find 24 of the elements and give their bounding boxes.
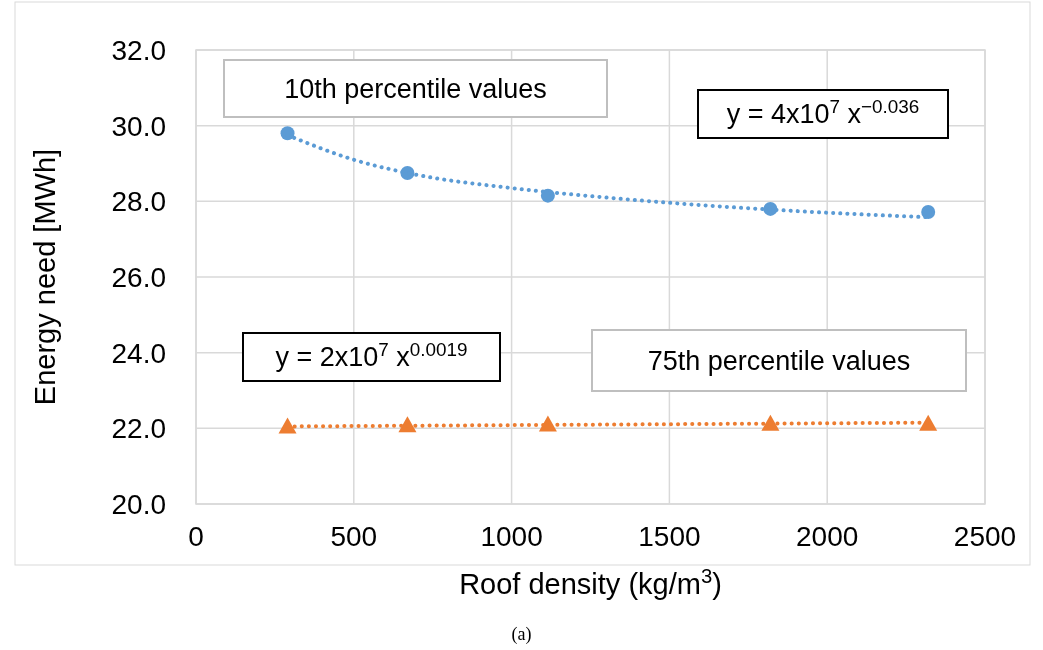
y-tick-label: 24.0 — [111, 337, 166, 369]
x-tick-label: 2000 — [796, 521, 859, 552]
y-tick-label: 26.0 — [111, 262, 166, 293]
point — [538, 415, 557, 432]
y-axis-title: Energy need [MWh] — [29, 148, 61, 406]
y-tick-label: 22.0 — [111, 413, 166, 445]
x-tick-label: 1500 — [638, 521, 701, 552]
point — [761, 414, 780, 431]
y-tick-label: 32.0 — [111, 35, 166, 66]
x-tick-label: 1000 — [480, 521, 543, 552]
y-tick-label: 30.0 — [111, 110, 166, 142]
annotation: 75th percentile values — [647, 345, 911, 376]
y-tick-label: 28.0 — [111, 186, 166, 218]
point — [919, 414, 938, 431]
x-tick-label: 2500 — [953, 521, 1017, 552]
x-axis-title: Roof density (kg/m$^{3}$) — [459, 565, 722, 600]
x-tick-label: 0 — [188, 521, 204, 552]
y-tick-label: 20.0 — [111, 489, 166, 520]
annotation: y = 4x10$^{7}$ x$^{−0.036}$ — [726, 95, 920, 129]
x-tick-label: 500 — [330, 521, 378, 552]
text: (a) — [511, 624, 532, 645]
point — [921, 204, 936, 219]
annotation: y = 2x10$^{7}$ x$^{0.0019}$ — [275, 338, 468, 372]
annotation: 10th percentile values — [284, 73, 547, 104]
